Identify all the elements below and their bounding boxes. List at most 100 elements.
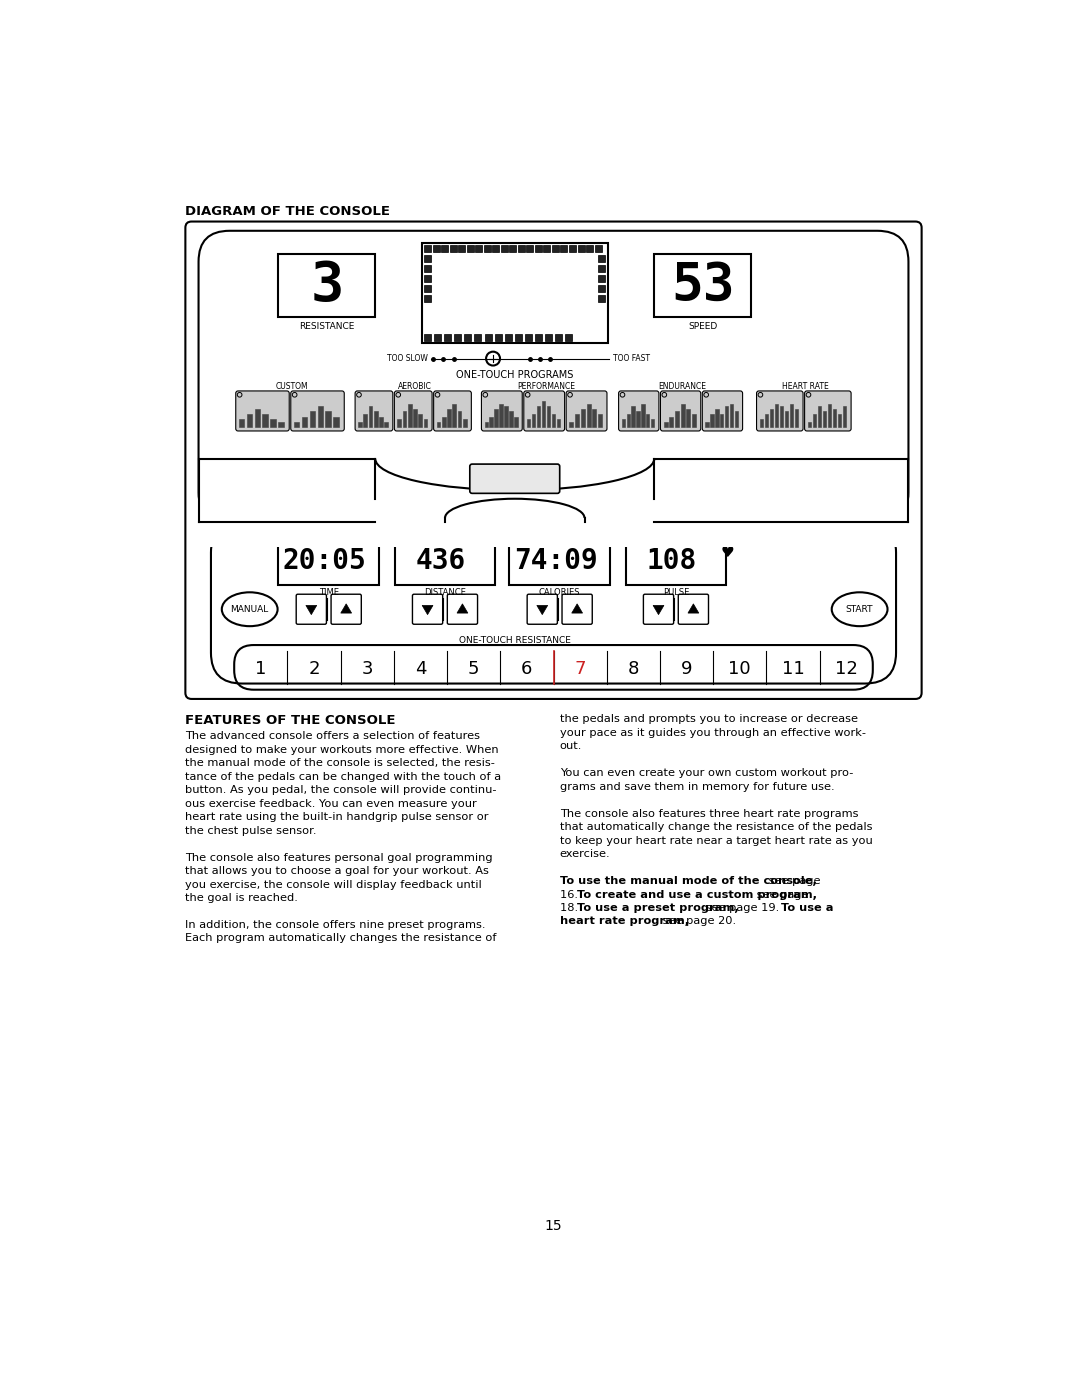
Bar [555,334,562,341]
Bar [453,404,456,427]
Bar [262,414,268,427]
Bar [467,246,474,253]
Bar [301,416,308,427]
Text: In addition, the console offers nine preset programs.: In addition, the console offers nine pre… [186,921,486,930]
Bar [484,246,490,253]
Text: ous exercise feedback. You can even measure your: ous exercise feedback. You can even meas… [186,799,477,809]
Bar [485,334,491,341]
Text: out.: out. [559,742,582,752]
Bar [780,407,783,427]
Bar [680,404,685,427]
Text: 16.: 16. [559,890,581,900]
Bar [546,407,550,427]
Text: tance of the pedals can be changed with the touch of a: tance of the pedals can be changed with … [186,771,501,782]
Text: the pedals and prompts you to increase or decrease: the pedals and prompts you to increase o… [559,714,858,724]
Bar [675,412,679,427]
Text: ONE-TOUCH PROGRAMS: ONE-TOUCH PROGRAMS [456,370,573,380]
Bar [458,412,461,427]
Bar [397,419,401,427]
Text: AEROBIC: AEROBIC [397,381,432,391]
Bar [535,334,542,341]
Text: the manual mode of the console is selected, the resis-: the manual mode of the console is select… [186,759,496,768]
Bar [565,334,572,341]
Bar [586,246,593,253]
Bar [838,414,841,427]
Bar [424,334,431,341]
Bar [789,404,794,427]
Bar [200,458,907,548]
Bar [592,409,596,427]
Bar [642,404,645,427]
Bar [394,538,496,585]
Bar [734,412,738,427]
Text: To use a preset program,: To use a preset program, [577,902,739,914]
Text: see page: see page [765,876,821,886]
Bar [598,285,606,292]
Text: PULSE: PULSE [663,588,689,597]
Bar [552,414,555,427]
Bar [270,419,275,427]
Text: CUSTOM: CUSTOM [275,381,308,391]
Bar [464,334,471,341]
Bar [527,419,530,427]
FancyBboxPatch shape [470,464,559,493]
Bar [692,414,696,427]
Bar [774,404,779,427]
Bar [504,334,512,341]
Bar [458,246,465,253]
Text: 15: 15 [544,1218,563,1232]
Bar [765,414,768,427]
Bar [531,414,536,427]
Bar [581,409,585,427]
Bar [598,414,603,427]
Bar [595,246,602,253]
Bar [759,419,764,427]
Bar [705,422,708,427]
Bar [823,412,826,427]
Text: MANUAL: MANUAL [230,605,269,613]
Text: PERSONAL GOAL PROGRAMMING: PERSONAL GOAL PROGRAMMING [441,528,589,536]
Bar [368,407,373,427]
Text: 53: 53 [671,260,734,312]
Bar [813,414,816,427]
Bar [422,243,608,344]
Text: DISTANCE: DISTANCE [424,588,465,597]
Text: heart rate using the built-in handgrip pulse sensor or: heart rate using the built-in handgrip p… [186,812,489,821]
Text: ♥: ♥ [720,545,733,560]
Text: 18.: 18. [559,902,581,914]
Text: 108: 108 [647,548,698,576]
Bar [535,246,542,253]
Bar [325,412,330,427]
Text: to keep your heart rate near a target heart rate as you: to keep your heart rate near a target he… [559,835,873,845]
Polygon shape [306,605,316,615]
Bar [537,407,540,427]
Bar [561,246,567,253]
Bar [552,246,559,253]
Text: heart rate program,: heart rate program, [559,916,689,926]
Bar [424,265,431,272]
Bar [423,419,428,427]
Bar [424,295,431,302]
Text: 1: 1 [255,659,267,678]
Text: see page 19.: see page 19. [702,902,782,914]
Bar [510,538,610,585]
Bar [255,409,260,427]
Text: 2: 2 [308,659,320,678]
Bar [843,407,847,427]
Text: 3: 3 [310,258,343,312]
Bar [808,422,811,427]
Bar [495,334,501,341]
Bar [586,404,591,427]
Bar [632,407,635,427]
Text: HEART RATE: HEART RATE [782,381,828,391]
Text: To use the manual mode of the console,: To use the manual mode of the console, [559,876,816,886]
Bar [436,422,441,427]
Text: 4: 4 [415,659,427,678]
Text: 8: 8 [627,659,639,678]
Bar [720,414,724,427]
FancyBboxPatch shape [757,391,804,432]
Bar [359,422,362,427]
Text: 12: 12 [835,659,858,678]
Text: TOO SLOW: TOO SLOW [387,353,428,363]
FancyBboxPatch shape [661,391,701,432]
